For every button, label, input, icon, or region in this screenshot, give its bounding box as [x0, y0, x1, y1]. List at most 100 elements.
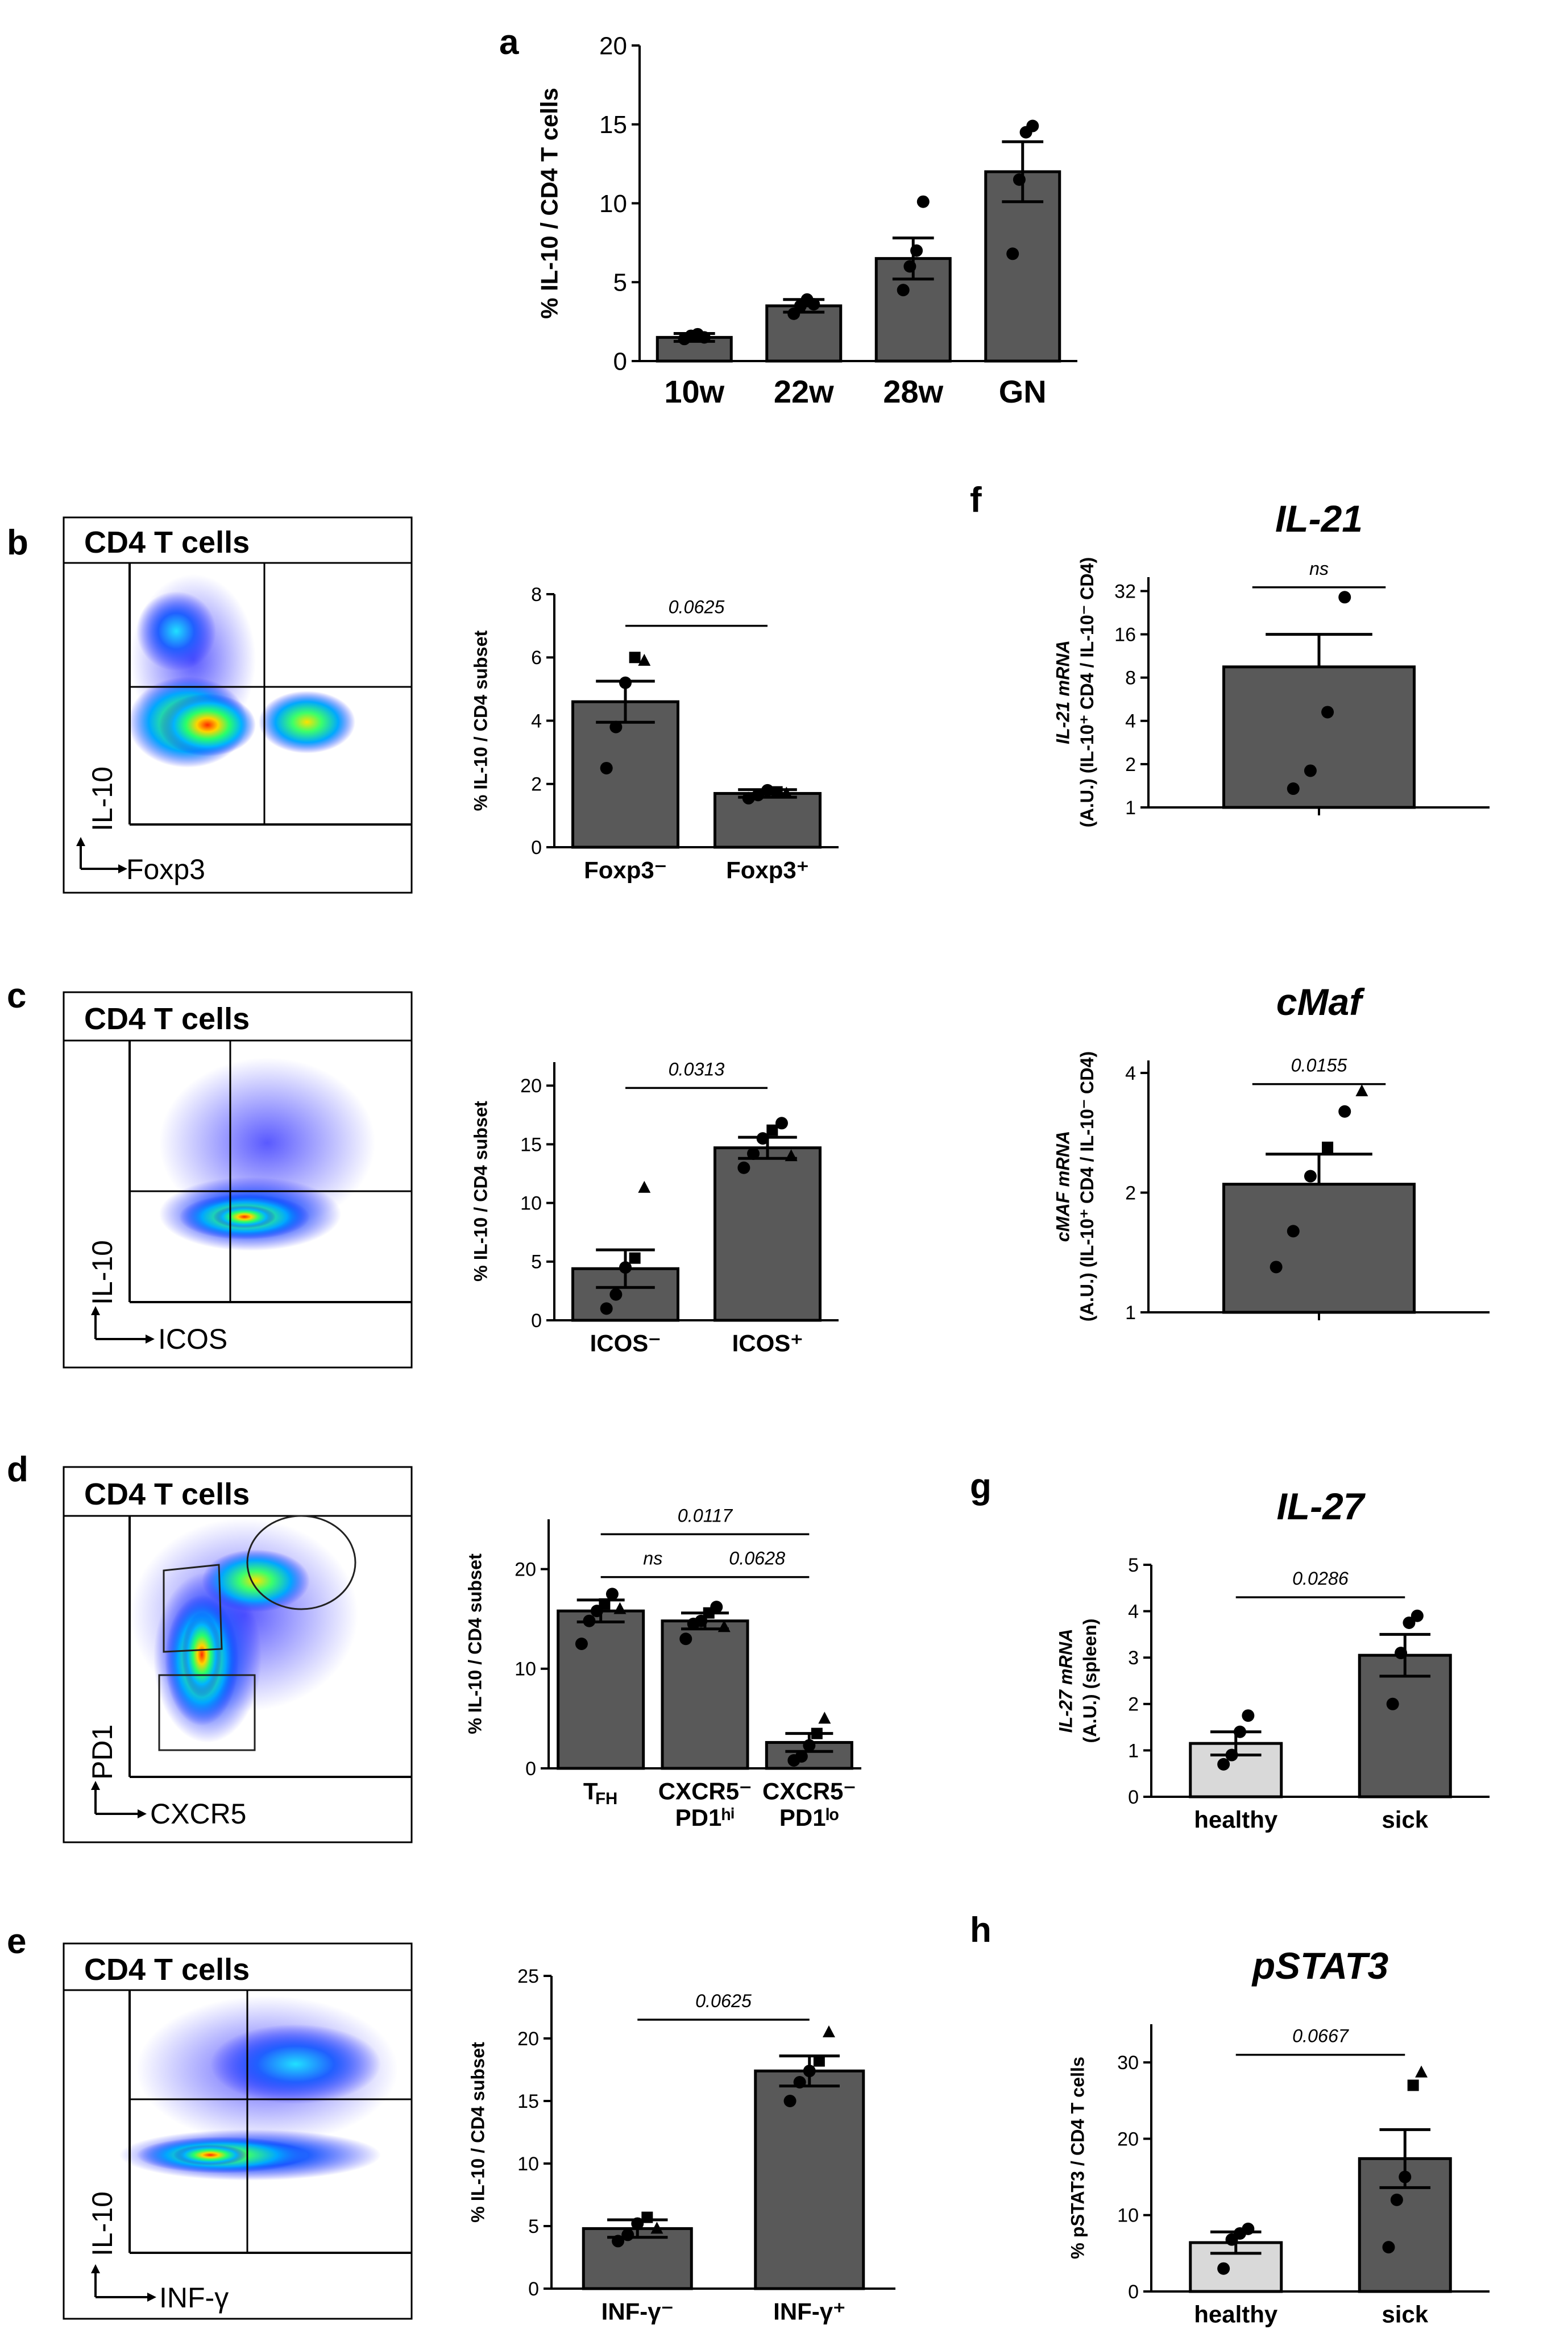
y-tick-label: 8: [1125, 668, 1136, 689]
data-point: [1242, 2222, 1255, 2235]
y-tick-label: 5: [1128, 1555, 1139, 1576]
data-point: [1270, 1261, 1283, 1274]
y-tick-label: 5: [528, 2216, 539, 2237]
data-point: [1382, 2241, 1395, 2254]
category-label: ICOS⁺: [732, 1330, 803, 1357]
data-point: [619, 676, 632, 689]
data-point: [1217, 1758, 1230, 1771]
data-point: [1321, 706, 1334, 719]
bar: [765, 304, 843, 363]
category-label: 10w: [664, 374, 724, 409]
category-label: PD1ʰⁱ: [675, 1804, 735, 1831]
significance-label: 0.0625: [669, 597, 725, 618]
flow-plot-b: CD4 T cells IL-10 Foxp3: [63, 516, 413, 894]
category-label: CXCR5⁻: [658, 1778, 752, 1805]
data-point: [631, 2217, 644, 2230]
data-point: [600, 1302, 613, 1315]
category-label: INF-γ⁻: [602, 2298, 674, 2325]
panel-label-d: d: [7, 1450, 28, 1489]
data-point: [811, 1727, 823, 1739]
y-tick-label: 20: [599, 32, 627, 60]
y-axis-label: (A.U.) (IL-10⁺ CD4 / IL-10⁻ CD4): [1077, 1051, 1097, 1322]
data-point: [793, 2076, 806, 2088]
data-point: [1217, 2262, 1230, 2275]
y-tick-label: 2: [1125, 754, 1136, 776]
y-tick-label: 8: [531, 584, 542, 606]
y-tick-label: 1: [1125, 797, 1136, 819]
category-label: T: [583, 1778, 598, 1805]
panel-label-f: f: [970, 480, 982, 520]
significance-label: 0.0286: [1292, 1568, 1349, 1589]
data-point: [1411, 1609, 1424, 1622]
panel-label-b: b: [7, 523, 28, 562]
flow-ylabel-e: IL-10: [86, 2191, 118, 2256]
y-tick-label: 20: [517, 2028, 539, 2050]
significance-label: ns: [643, 1548, 662, 1569]
data-point: [1403, 1617, 1416, 1629]
category-label: ICOS⁻: [590, 1330, 661, 1357]
y-tick-label: 0: [531, 1310, 542, 1332]
data-point: [1395, 1647, 1408, 1660]
flow-xlabel-d: CXCR5: [150, 1798, 246, 1830]
data-point: [761, 784, 774, 797]
data-point: [641, 2211, 653, 2223]
bar: [984, 170, 1061, 363]
y-axis-label: IL-21 mRNA: [1052, 640, 1073, 744]
data-point: [621, 2228, 634, 2241]
chart-title: cMaf: [1276, 981, 1365, 1023]
category-label: Foxp3⁺: [726, 857, 809, 884]
y-tick-label: 20: [1117, 2128, 1139, 2150]
flow-xlabel-e: INF-γ: [159, 2282, 229, 2314]
bar: [557, 1609, 645, 1770]
category-label: PD1ˡᵒ: [779, 1804, 839, 1831]
y-tick-label: 25: [517, 1966, 539, 1987]
data-point: [679, 1632, 692, 1646]
data-point: [742, 791, 755, 805]
bar-chart-f-il21: 1 2 4 8 16 32 IL-21 mRNA (A.U.) (IL-10⁺ CD4 / I…: [1052, 498, 1490, 827]
y-tick-label: 0: [528, 2278, 539, 2300]
y-tick-label: 10: [1117, 2205, 1139, 2227]
y-tick-label: 4: [1128, 1601, 1139, 1623]
y-axis-label: % IL-10 / CD4 subset: [471, 630, 491, 811]
data-point: [1399, 2170, 1412, 2183]
data-point: [897, 284, 910, 297]
y-tick-label: 0: [613, 347, 627, 375]
data-point: [807, 298, 820, 311]
data-point: [1006, 247, 1019, 260]
y-axis-label: (A.U.) (spleen): [1080, 1619, 1100, 1743]
y-tick-label: 2: [1128, 1694, 1139, 1715]
data-point: [583, 1614, 596, 1627]
data-point: [1287, 1225, 1300, 1238]
chart-title: IL-21: [1275, 498, 1363, 540]
bar: [714, 1146, 822, 1322]
y-tick-label: 3: [1128, 1647, 1139, 1669]
y-tick-label: 32: [1114, 581, 1136, 602]
data-point: [575, 1638, 588, 1650]
data-point: [717, 1620, 731, 1632]
data-point: [771, 786, 783, 798]
data-point: [1242, 1709, 1255, 1722]
data-point: [613, 1602, 627, 1614]
panel-label-a: a: [499, 23, 519, 62]
y-tick-label: 16: [1114, 624, 1136, 645]
flow-ylabel-d: PD1: [86, 1725, 118, 1780]
data-point: [1390, 2193, 1403, 2206]
data-point: [1287, 782, 1300, 795]
data-point: [609, 1288, 623, 1301]
data-point: [612, 2235, 625, 2248]
significance-label: ns: [1309, 558, 1329, 579]
data-point: [1304, 1170, 1317, 1183]
bar-chart-g: 0 1 2 3 4 5 IL-27 mRNA (A.U.) (spleen) healthy si…: [1055, 1485, 1490, 1833]
bar-chart-b: 0 2 4 6 8 % IL-10 / CD4 subset Foxp3⁻ Foxp3⁺ 0.0…: [471, 584, 839, 884]
flow-title-b: CD4 T cells: [84, 525, 250, 560]
data-point: [1013, 173, 1026, 186]
category-label: sick: [1382, 1806, 1428, 1833]
data-point: [698, 331, 711, 344]
y-tick-label: 0: [1128, 1787, 1139, 1808]
flow-ylabel-b: IL-10: [86, 766, 118, 831]
data-point: [818, 1711, 831, 1724]
data-point: [795, 1750, 808, 1763]
flow-title-e: CD4 T cells: [84, 1953, 250, 1987]
data-point: [813, 2055, 825, 2067]
y-tick-label: 15: [599, 111, 627, 139]
